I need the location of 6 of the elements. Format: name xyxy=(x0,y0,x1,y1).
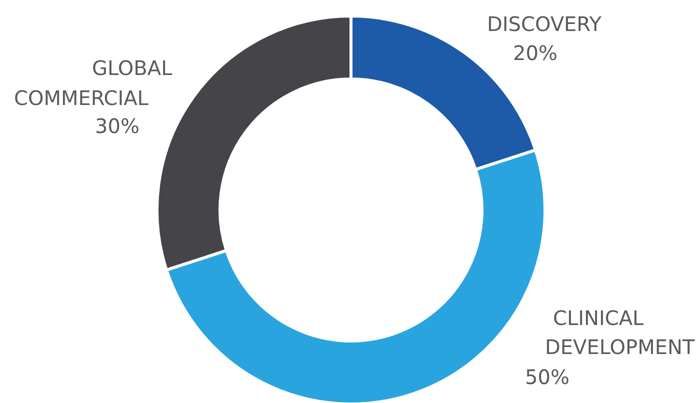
slice-label: CLINICAL DEVELOPMENT xyxy=(545,306,696,359)
data-label: 50% xyxy=(525,365,570,389)
data-label: 30% xyxy=(95,114,140,138)
slice-label: GLOBAL COMMERCIAL xyxy=(14,56,174,110)
data-label: 20% xyxy=(513,41,558,65)
slice-label: DISCOVERY xyxy=(487,12,602,36)
